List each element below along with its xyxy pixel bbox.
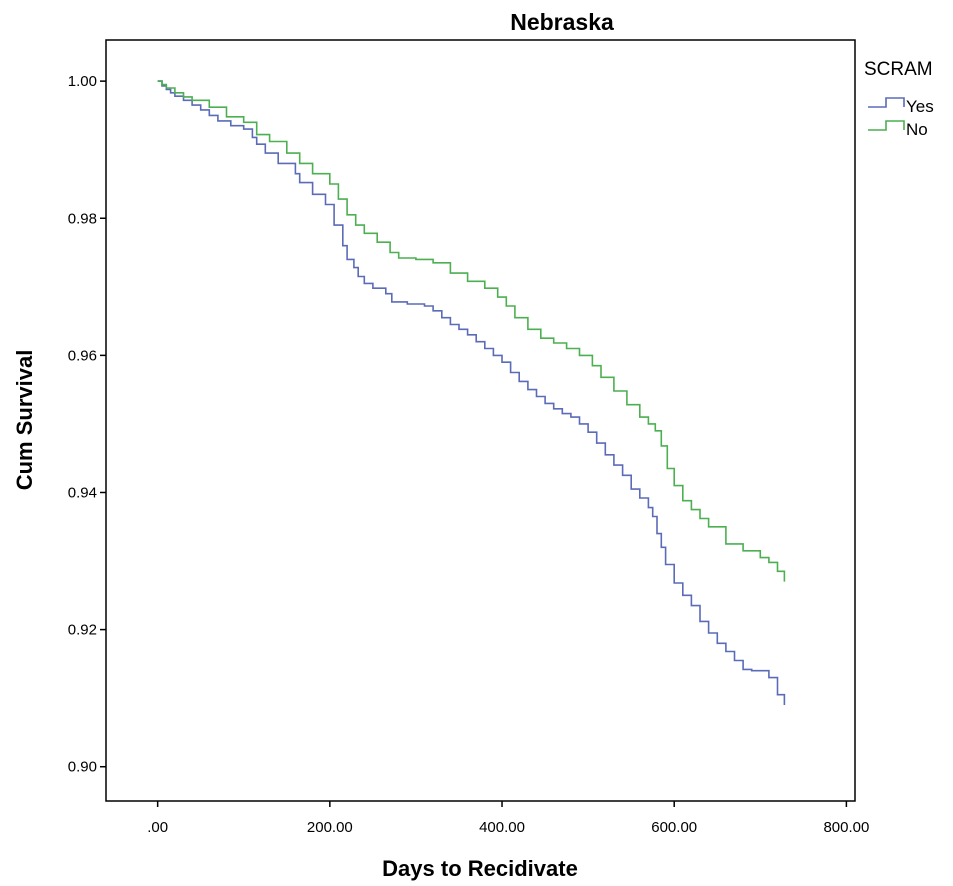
x-axis-title: Days to Recidivate bbox=[382, 856, 578, 881]
y-tick-label: 0.94 bbox=[68, 484, 97, 501]
legend-title: SCRAM bbox=[864, 59, 933, 80]
x-tick-label: .00 bbox=[147, 819, 168, 836]
legend-swatch-no bbox=[868, 120, 905, 131]
x-axis: .00 200.00 400.00 600.00 800.00 bbox=[147, 801, 869, 836]
y-tick-label: 0.96 bbox=[68, 347, 97, 364]
x-tick-label: 400.00 bbox=[479, 819, 525, 836]
x-tick-label: 600.00 bbox=[651, 819, 697, 836]
legend-label-no: No bbox=[906, 120, 928, 139]
chart-title: Nebraska bbox=[510, 9, 614, 35]
x-tick-label: 800.00 bbox=[823, 819, 869, 836]
y-tick-label: 0.92 bbox=[68, 622, 97, 639]
legend-label-yes: Yes bbox=[906, 97, 934, 116]
series-line-yes bbox=[157, 80, 786, 705]
y-tick-label: 0.90 bbox=[68, 759, 97, 776]
legend-swatch-yes bbox=[868, 97, 905, 108]
series-line-no bbox=[157, 80, 786, 582]
plot-area bbox=[105, 39, 856, 802]
y-axis: 0.90 0.92 0.94 0.96 0.98 1.00 bbox=[68, 73, 106, 776]
y-tick-label: 0.98 bbox=[68, 210, 97, 227]
y-axis-title: Cum Survival bbox=[12, 350, 37, 491]
series-lines bbox=[157, 80, 786, 705]
legend: SCRAM Yes No bbox=[864, 59, 934, 139]
y-tick-label: 1.00 bbox=[68, 73, 97, 90]
x-tick-label: 200.00 bbox=[307, 819, 353, 836]
